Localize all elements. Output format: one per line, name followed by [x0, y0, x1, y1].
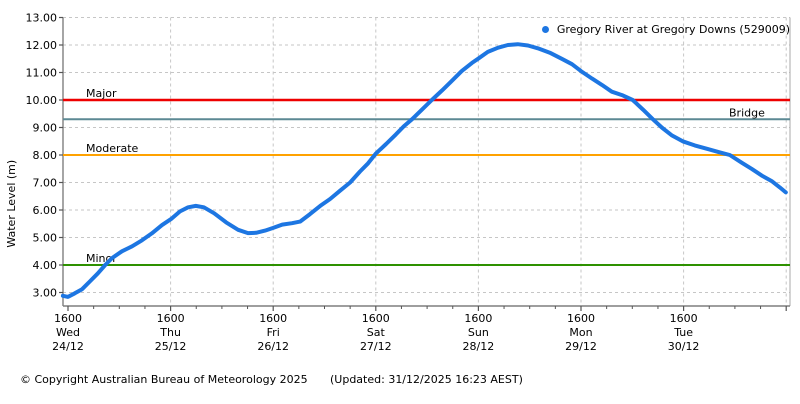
y-tick-label: 9.00 — [33, 122, 58, 135]
legend-series-marker-icon — [541, 26, 549, 33]
x-tick-day-label: Tue — [673, 326, 693, 339]
x-tick-day-label: Sat — [367, 326, 386, 339]
x-tick-date-label: 25/12 — [155, 340, 187, 353]
x-tick-time-label: 1600 — [670, 312, 698, 325]
y-tick-label: 11.00 — [26, 67, 58, 80]
x-tick-day-label: Sun — [468, 326, 489, 339]
x-tick-time-label: 1600 — [464, 312, 492, 325]
x-tick-day-label: Wed — [56, 326, 80, 339]
legend: Gregory River at Gregory Downs (529009) — [541, 23, 790, 36]
x-tick-day-label: Mon — [569, 326, 592, 339]
x-tick-time-label: 1600 — [157, 312, 185, 325]
y-tick-label: 12.00 — [26, 39, 58, 52]
threshold-label-bridge: Bridge — [729, 106, 765, 119]
y-tick-label: 5.00 — [33, 232, 58, 245]
water-level-series-line — [60, 42, 788, 299]
y-tick-label: 8.00 — [33, 149, 58, 162]
x-tick-date-label: 24/12 — [52, 340, 84, 353]
y-tick-label: 7.00 — [33, 177, 58, 190]
x-tick-date-label: 28/12 — [463, 340, 495, 353]
y-tick-label: 13.00 — [26, 12, 58, 25]
x-tick-date-label: 29/12 — [565, 340, 597, 353]
y-tick-label: 4.00 — [33, 259, 58, 272]
x-tick-date-label: 26/12 — [257, 340, 289, 353]
threshold-label-major: Major — [86, 87, 117, 100]
y-tick-label: 10.00 — [26, 94, 58, 107]
copyright-text: © Copyright Australian Bureau of Meteoro… — [20, 373, 308, 386]
x-tick-time-label: 1600 — [54, 312, 82, 325]
x-tick-time-label: 1600 — [567, 312, 595, 325]
x-tick-date-label: 30/12 — [668, 340, 700, 353]
threshold-label-moderate: Moderate — [86, 142, 139, 155]
legend-series-label: Gregory River at Gregory Downs (529009) — [556, 23, 790, 36]
x-tick-date-label: 27/12 — [360, 340, 392, 353]
x-tick-day-label: Thu — [159, 326, 181, 339]
y-axis-title: Water Level (m) — [5, 160, 18, 248]
updated-timestamp: (Updated: 31/12/2025 16:23 AEST) — [330, 373, 523, 386]
y-tick-label: 6.00 — [33, 204, 58, 217]
x-tick-time-label: 1600 — [362, 312, 390, 325]
y-tick-label: 3.00 — [33, 287, 58, 300]
x-tick-day-label: Fri — [267, 326, 280, 339]
x-tick-time-label: 1600 — [259, 312, 287, 325]
